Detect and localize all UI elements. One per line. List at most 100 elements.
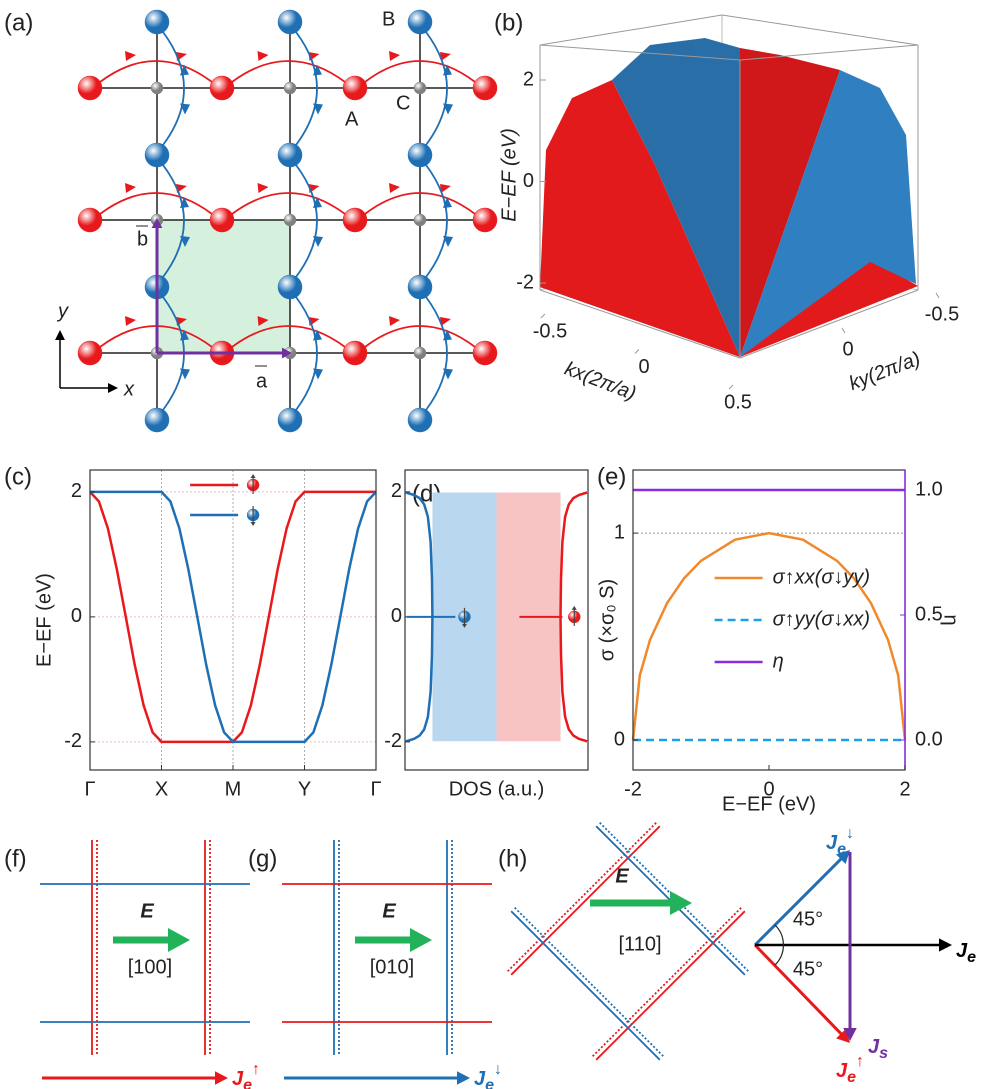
hopping-arrow [443, 197, 452, 208]
symbol: J [868, 1036, 880, 1058]
x-axis-label: kx(2π/a) [562, 358, 639, 405]
hopping-arc [364, 60, 476, 83]
atom [472, 75, 498, 101]
atom [413, 213, 427, 227]
lattice-vector-head [151, 218, 163, 228]
y-axis-label: E−EF (eV) [33, 573, 55, 667]
y2-tick-label: 1.0 [915, 478, 943, 500]
lattice-line [510, 910, 661, 1061]
hopping-arrow [443, 64, 452, 76]
hopping-arc [295, 164, 318, 278]
hopping-arrow [125, 316, 136, 326]
hopping-arrow [257, 51, 269, 61]
y-tick-label: -2 [384, 730, 402, 752]
lattice-vector-head [282, 347, 292, 359]
box-edge [539, 14, 723, 46]
spin: ↑ [856, 1053, 864, 1070]
tick [841, 327, 846, 334]
lattice-line [514, 907, 664, 1057]
atom [277, 9, 303, 35]
y2-tick-label: 0.0 [915, 728, 943, 750]
hopping-arc [425, 31, 448, 146]
x-tick-label: 0 [638, 356, 649, 378]
atom [407, 142, 433, 168]
x-tick-label: Y [298, 778, 311, 800]
spin-arrow-head [250, 474, 256, 478]
x-tick-label: M [225, 778, 242, 800]
hopping-arc [99, 192, 213, 215]
atom [472, 207, 498, 233]
hopping-arc [425, 164, 448, 278]
x-axis-label: DOS (a.u.) [449, 778, 545, 800]
hopping-arc [162, 164, 185, 278]
surface-patch [740, 48, 840, 357]
current-arrow-head [843, 1028, 857, 1041]
x-tick-label: Γ [84, 778, 95, 800]
panel-label: (a) [4, 9, 33, 36]
atom [407, 274, 433, 300]
hopping-arrow [389, 183, 400, 193]
z-axis-label: E−EF (eV) [498, 128, 520, 222]
hopping-arrow [389, 51, 400, 61]
atom [277, 142, 303, 168]
current-label: Je [956, 940, 976, 966]
symbol: J [956, 940, 968, 962]
data-line [631, 531, 907, 741]
hopping-arrow [389, 316, 400, 326]
atom [144, 142, 170, 168]
subscript: e [837, 841, 846, 858]
y-tick-label: 2 [391, 480, 402, 502]
lattice-line [507, 822, 657, 972]
atom [472, 340, 498, 366]
atom [277, 274, 303, 300]
hopping-arc [425, 296, 448, 411]
atom [342, 75, 368, 101]
symbol: J [474, 1068, 486, 1089]
spin: ↓ [846, 825, 854, 842]
box-edge [539, 44, 741, 61]
hopping-arrow [313, 103, 323, 115]
hopping-arrow [257, 316, 269, 326]
surface-patch [540, 80, 740, 357]
hopping-arrow [440, 184, 451, 193]
field-arrow-head [670, 891, 692, 915]
spin-arrow-head [571, 605, 577, 610]
subscript: s [879, 1045, 888, 1062]
field-label: E [140, 900, 154, 922]
y-axis-label: ky(2π/a) [846, 348, 923, 395]
tick [728, 384, 734, 390]
hopping-arc [231, 192, 346, 215]
current-arrow-head [215, 1071, 228, 1085]
direction-label: [110] [619, 933, 662, 955]
hopping-arc [231, 60, 346, 83]
panel-label: (f) [4, 845, 27, 872]
y-tick-label: 0 [391, 605, 402, 627]
subscript: e [847, 1069, 856, 1086]
atom-label: C [396, 92, 410, 114]
x-tick-label: 2 [899, 778, 910, 800]
x-tick-label: X [155, 778, 168, 800]
hopping-arrow [180, 236, 190, 247]
hopping-arrow [180, 197, 189, 208]
hopping-arrow [180, 103, 190, 115]
surface-box-front [539, 14, 919, 359]
x-tick-label: 0.5 [724, 391, 752, 413]
atom [342, 340, 368, 366]
hopping-arrow [125, 51, 136, 61]
y2-tick-label: 0.5 [915, 603, 943, 625]
hopping-arrow [440, 52, 451, 61]
hopping-arc [364, 325, 476, 348]
hopping-arrow [313, 329, 322, 341]
x-tick-label: -2 [624, 778, 642, 800]
atom [144, 9, 170, 35]
vector-label: b [137, 228, 148, 250]
x-tick-label: -0.5 [533, 320, 567, 342]
symbol: J [232, 1068, 244, 1089]
y-tick-label: 0 [71, 605, 82, 627]
y-tick-label: 1 [614, 521, 625, 543]
direction-label: [100] [128, 956, 172, 978]
atom [283, 213, 297, 227]
hopping-arrow [180, 368, 190, 380]
lattice-line [595, 910, 746, 1061]
